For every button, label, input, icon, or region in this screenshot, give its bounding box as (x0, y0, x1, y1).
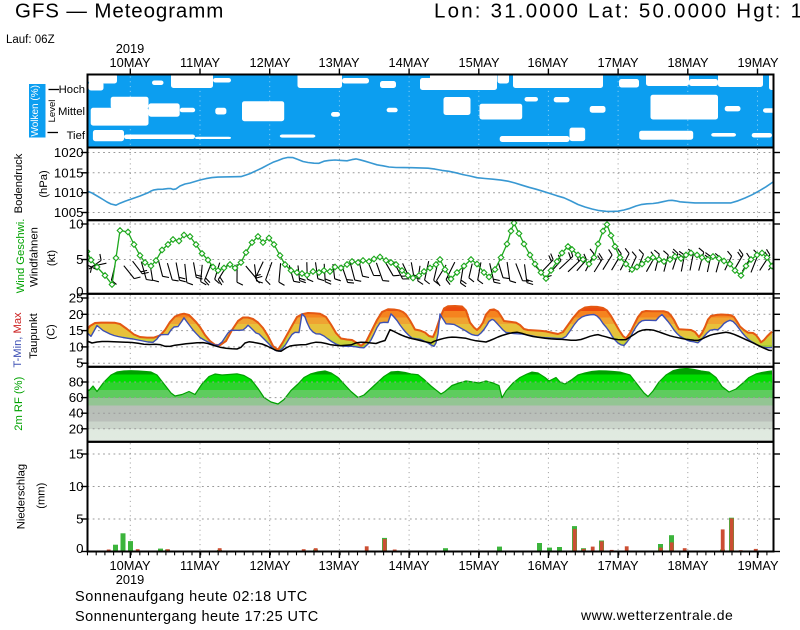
svg-text:1010: 1010 (54, 185, 84, 200)
svg-text:20: 20 (69, 307, 84, 322)
svg-text:17MAY: 17MAY (597, 558, 638, 573)
svg-text:Mittel: Mittel (58, 106, 85, 118)
svg-text:60: 60 (69, 390, 84, 405)
svg-text:15MAY: 15MAY (458, 558, 499, 573)
svg-text:5: 5 (76, 512, 83, 527)
svg-text:0: 0 (76, 541, 83, 556)
svg-text:1015: 1015 (54, 165, 84, 180)
svg-text:20: 20 (69, 421, 84, 436)
svg-text:13MAY: 13MAY (318, 558, 359, 573)
svg-text:2019: 2019 (116, 41, 144, 56)
svg-text:15: 15 (69, 447, 84, 462)
svg-text:25: 25 (69, 291, 84, 306)
svg-text:80: 80 (69, 375, 84, 390)
svg-text:Lauf: 06Z: Lauf: 06Z (6, 34, 55, 46)
svg-text:Wind Geschwi.: Wind Geschwi. (15, 219, 27, 294)
svg-text:(kt): (kt) (46, 250, 58, 266)
svg-text:11MAY: 11MAY (180, 55, 221, 70)
svg-text:10: 10 (69, 217, 84, 232)
svg-text:16MAY: 16MAY (527, 558, 568, 573)
svg-text:(C): (C) (46, 324, 58, 340)
svg-text:10: 10 (69, 479, 84, 494)
svg-text:Bodendruck: Bodendruck (13, 153, 25, 213)
svg-text:www.wetterzentrale.de: www.wetterzentrale.de (580, 607, 733, 623)
svg-text:Lon: 31.0000 Lat: 50.0000 Hgt:: Lon: 31.0000 Lat: 50.0000 Hgt: 1 (434, 0, 800, 23)
svg-text:Sonnenuntergang heute 17:25 UT: Sonnenuntergang heute 17:25 UTC (75, 609, 319, 625)
svg-text:1020: 1020 (54, 145, 84, 160)
svg-text:19MAY: 19MAY (737, 558, 778, 573)
svg-text:18MAY: 18MAY (667, 558, 708, 573)
svg-text:14MAY: 14MAY (388, 558, 429, 573)
svg-text:Taupunkt: Taupunkt (28, 312, 40, 358)
svg-text:12MAY: 12MAY (249, 558, 290, 573)
svg-text:15: 15 (69, 323, 84, 338)
svg-text:Windfahnen: Windfahnen (29, 227, 41, 287)
svg-text:5: 5 (76, 252, 83, 267)
svg-text:12MAY: 12MAY (249, 55, 290, 70)
svg-text:Level: Level (47, 100, 58, 123)
svg-text:10MAY: 10MAY (109, 55, 150, 70)
svg-text:Hoch: Hoch (59, 84, 85, 96)
svg-text:5: 5 (76, 356, 83, 371)
svg-text:19MAY: 19MAY (737, 55, 778, 70)
svg-text:16MAY: 16MAY (527, 55, 568, 70)
svg-text:40: 40 (69, 406, 84, 421)
svg-text:Tief: Tief (67, 130, 86, 142)
svg-text:15MAY: 15MAY (458, 55, 499, 70)
svg-text:(hPa): (hPa) (38, 170, 50, 198)
svg-text:10MAY: 10MAY (109, 558, 150, 573)
svg-text:18MAY: 18MAY (667, 55, 708, 70)
svg-text:Wolken (%): Wolken (%) (30, 85, 41, 137)
svg-text:Niederschlag: Niederschlag (16, 464, 28, 529)
svg-text:GFS — Meteogramm: GFS — Meteogramm (15, 0, 224, 23)
svg-text:(mm): (mm) (36, 482, 48, 508)
svg-text:1005: 1005 (54, 205, 84, 220)
svg-text:11MAY: 11MAY (180, 558, 221, 573)
svg-text:2019: 2019 (116, 572, 144, 587)
svg-text:Sonnenaufgang heute 02:18 UTC: Sonnenaufgang heute 02:18 UTC (75, 589, 308, 605)
svg-text:T-Min, Max: T-Min, Max (12, 312, 24, 368)
svg-text:13MAY: 13MAY (318, 55, 359, 70)
svg-text:0: 0 (76, 284, 83, 299)
svg-text:14MAY: 14MAY (388, 55, 429, 70)
svg-text:10: 10 (69, 339, 84, 354)
svg-text:17MAY: 17MAY (597, 55, 638, 70)
svg-text:2m RF (%): 2m RF (%) (13, 376, 25, 430)
